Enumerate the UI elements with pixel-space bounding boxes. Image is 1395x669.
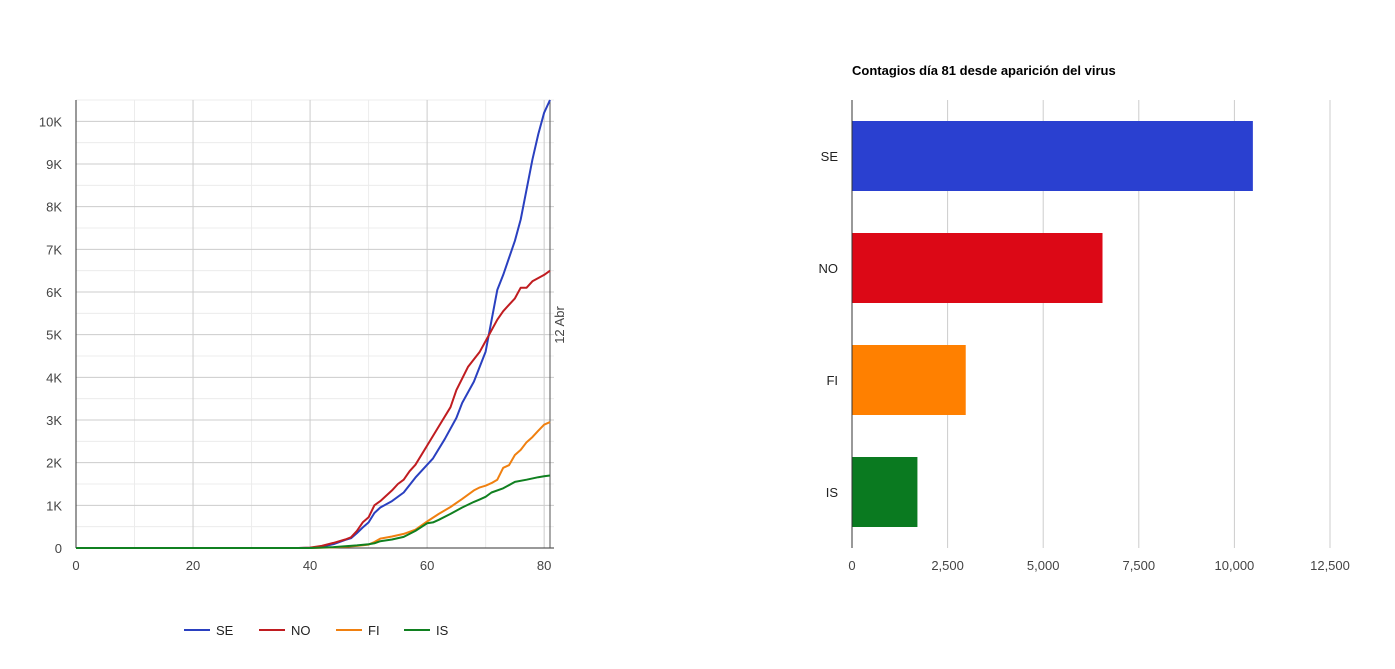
line-chart-major-gridlines: [76, 100, 554, 548]
category-label: NO: [819, 261, 839, 276]
y-tick-label: 3K: [46, 413, 62, 428]
y-tick-label: 5K: [46, 328, 62, 343]
x-tick-label: 0: [848, 558, 855, 573]
y-tick-label: 0: [55, 541, 62, 556]
x-tick-label: 12,500: [1310, 558, 1350, 573]
y-tick-label: 4K: [46, 370, 62, 385]
bar-fi: [852, 345, 966, 415]
legend-label-is: IS: [436, 623, 449, 638]
category-label: FI: [826, 373, 838, 388]
line-chart-annotation: 12 Abr: [549, 100, 567, 548]
category-label: SE: [821, 149, 839, 164]
series-line-is: [76, 474, 551, 549]
series-line-no: [76, 269, 551, 549]
bar-chart-tick-labels: SE NO FI IS 0 2,500 5,000 7,500 10,000 12,500: [819, 149, 1350, 573]
y-tick-label: 2K: [46, 456, 62, 471]
bar-se: [852, 121, 1253, 191]
x-tick-label: 0: [72, 558, 79, 573]
series-line-se: [76, 99, 551, 549]
legend-label-no: NO: [291, 623, 311, 638]
x-tick-label: 10,000: [1215, 558, 1255, 573]
bar-no: [852, 233, 1103, 303]
bar-chart-bars: [852, 121, 1253, 527]
bar-is: [852, 457, 918, 527]
line-chart-series: [76, 99, 551, 549]
annotation-label: 12 Abr: [552, 306, 567, 344]
x-tick-label: 5,000: [1027, 558, 1060, 573]
y-tick-label: 1K: [46, 498, 62, 513]
x-tick-label: 80: [537, 558, 551, 573]
x-tick-label: 20: [186, 558, 200, 573]
y-tick-label: 7K: [46, 242, 62, 257]
bar-chart: Contagios día 81 desde aparición del vir…: [819, 63, 1350, 573]
line-chart-legend[interactable]: SE NO FI IS: [184, 623, 449, 638]
legend-label-se: SE: [216, 623, 234, 638]
y-tick-label: 6K: [46, 285, 62, 300]
x-tick-label: 60: [420, 558, 434, 573]
y-tick-label: 10K: [39, 114, 62, 129]
line-chart-minor-gridlines: [76, 99, 554, 548]
y-tick-label: 8K: [46, 200, 62, 215]
bar-chart-title: Contagios día 81 desde aparición del vir…: [852, 63, 1116, 78]
category-label: IS: [826, 485, 839, 500]
x-tick-label: 40: [303, 558, 317, 573]
line-chart-tick-labels: 0 1K 2K 3K 4K 5K 6K 7K 8K 9K 10K 0 20 40 60 80: [39, 114, 552, 573]
x-tick-label: 7,500: [1123, 558, 1156, 573]
y-tick-label: 9K: [46, 157, 62, 172]
line-chart: 0 1K 2K 3K 4K 5K 6K 7K 8K 9K 10K 0 20 40 60 80 12 Abr S…: [39, 99, 567, 638]
x-tick-label: 2,500: [931, 558, 964, 573]
line-chart-axes: [75, 100, 554, 549]
legend-label-fi: FI: [368, 623, 380, 638]
